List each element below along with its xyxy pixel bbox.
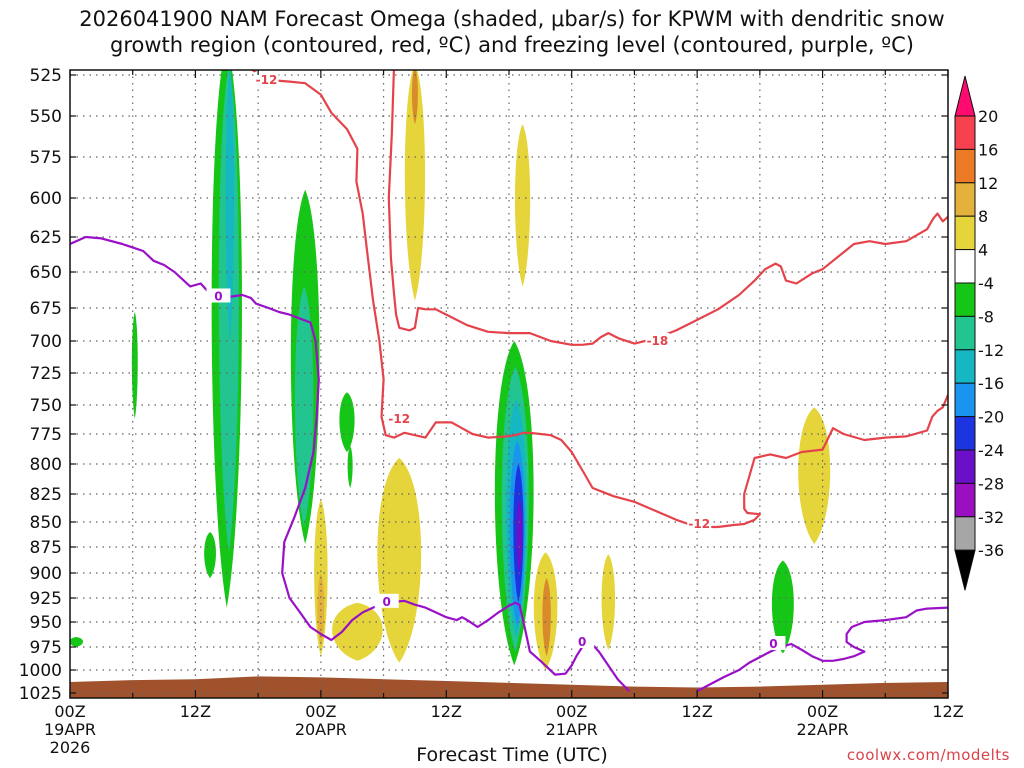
colorbar-label: -4 — [978, 274, 994, 293]
colorbar-swatch — [955, 149, 975, 182]
colorbar-label: -16 — [978, 374, 1004, 393]
y-tick-label: 775 — [30, 425, 62, 445]
colorbar-label: -32 — [978, 508, 1004, 527]
y-tick-label: 600 — [30, 189, 62, 209]
y-tick-label: 650 — [30, 263, 62, 283]
colorbar: 20 16 12 8 4 -4 -8 -12 -16 -20 -24 -28 -32 -36 — [955, 76, 1004, 590]
colorbar-label: 20 — [978, 107, 998, 126]
source-credit[interactable]: coolwx.com/modelts — [847, 746, 1010, 764]
plot-area — [70, 42, 948, 698]
y-tick-label: 1000 — [19, 661, 62, 681]
colorbar-swatch — [955, 417, 975, 450]
colorbar-swatch — [955, 350, 975, 383]
colorbar-label: 16 — [978, 140, 998, 159]
omega-downward-lower — [377, 458, 421, 663]
omega-weak-upward-3 — [348, 446, 353, 488]
y-tick-label: 700 — [30, 332, 62, 352]
colorbar-swatch — [955, 316, 975, 349]
contour-label-minus18: -18 — [647, 334, 669, 348]
colorbar-swatch — [955, 483, 975, 516]
x-tick-label: 12Z — [180, 702, 211, 721]
omega-downward-late — [798, 407, 830, 544]
x-tick-label: 00Z — [54, 702, 85, 721]
x-tick-label: 12Z — [932, 702, 963, 721]
omega-surface-upward — [70, 637, 83, 647]
y-tick-label: 800 — [30, 455, 62, 475]
contour-label-minus12-c: -12 — [688, 517, 710, 531]
colorbar-label: 8 — [978, 207, 988, 226]
x-tick-label: 00Z — [305, 702, 336, 721]
omega-upward-lobe — [204, 532, 216, 578]
x-tick-label: 00Z — [556, 702, 587, 721]
y-tick-label: 1025 — [19, 684, 62, 704]
contour-label-zero-c: 0 — [578, 635, 586, 649]
y-tick-label: 575 — [30, 148, 62, 168]
contour-label-minus12-a: -12 — [256, 73, 278, 87]
colorbar-label: -24 — [978, 441, 1004, 460]
colorbar-swatch — [955, 517, 975, 550]
colorbar-label: -20 — [978, 408, 1004, 427]
x-tick-label: 12Z — [681, 702, 712, 721]
colorbar-label: 4 — [978, 241, 988, 260]
y-tick-label: 975 — [30, 638, 62, 658]
colorbar-bottom-arrow — [955, 550, 975, 590]
omega-downward-lower-2 — [332, 603, 383, 661]
y-tick-label: 950 — [30, 613, 62, 633]
contour-label-zero-b: 0 — [383, 595, 391, 609]
colorbar-swatch — [955, 283, 975, 316]
y-tick-label: 825 — [30, 485, 62, 505]
omega-weak-upward-2 — [339, 392, 354, 452]
colorbar-label: -36 — [978, 541, 1004, 560]
x-tick-date: 21APR — [546, 720, 598, 739]
colorbar-swatch — [955, 450, 975, 483]
omega-cross-section-chart: -12 -12 -12 -18 0 0 0 0 525 550 575 600 625 650 675 70… — [0, 0, 1024, 768]
y-tick-label: 875 — [30, 538, 62, 558]
colorbar-swatch — [955, 383, 975, 416]
colorbar-swatch — [955, 216, 975, 249]
y-tick-label: 850 — [30, 513, 62, 533]
y-tick-label: 675 — [30, 299, 62, 319]
colorbar-label: -8 — [978, 307, 994, 326]
colorbar-top-arrow — [955, 76, 975, 116]
y-tick-label: 725 — [30, 364, 62, 384]
contour-label-zero-d: 0 — [769, 637, 777, 651]
y-tick-label: 550 — [30, 107, 62, 127]
y-tick-label: 525 — [30, 66, 62, 86]
colorbar-swatch — [955, 183, 975, 216]
x-tick-label: 00Z — [807, 702, 838, 721]
omega-downward-upper-2 — [515, 124, 530, 286]
omega-downward-lower-5 — [602, 554, 615, 649]
y-tick-label: 750 — [30, 396, 62, 416]
contour-label-zero-a: 0 — [214, 289, 222, 303]
colorbar-label: -28 — [978, 474, 1004, 493]
y-tick-label: 900 — [30, 564, 62, 584]
x-tick-date: 19APR — [44, 720, 96, 739]
colorbar-label: 12 — [978, 174, 998, 193]
x-tick-date: 22APR — [797, 720, 849, 739]
colorbar-swatch — [955, 250, 975, 283]
x-tick-label: 12Z — [431, 702, 462, 721]
x-tick-date: 20APR — [295, 720, 347, 739]
y-tick-label: 625 — [30, 228, 62, 248]
y-tick-label: 925 — [30, 589, 62, 609]
colorbar-label: -12 — [978, 341, 1004, 360]
contour-label-minus12-b: -12 — [388, 412, 410, 426]
y-axis: 525 550 575 600 625 650 675 700 725 750 775 800 825 8… — [19, 66, 948, 704]
colorbar-swatch — [955, 116, 975, 149]
contour-minus18 — [389, 67, 948, 345]
